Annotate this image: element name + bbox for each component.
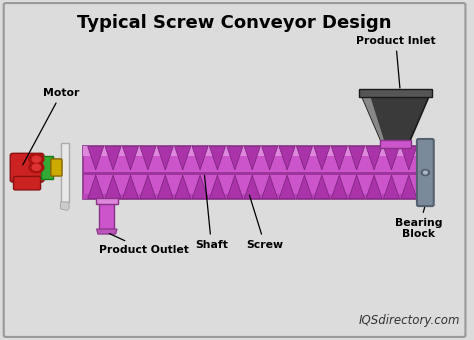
Polygon shape: [296, 147, 312, 170]
Circle shape: [32, 156, 41, 162]
Polygon shape: [362, 96, 385, 145]
Polygon shape: [366, 147, 382, 170]
Polygon shape: [401, 147, 417, 170]
Polygon shape: [314, 147, 330, 170]
Text: Screw: Screw: [246, 195, 283, 250]
FancyBboxPatch shape: [96, 198, 118, 204]
Polygon shape: [349, 175, 365, 199]
Polygon shape: [314, 175, 330, 199]
Text: IQSdirectory.com: IQSdirectory.com: [359, 313, 460, 326]
Polygon shape: [157, 147, 173, 170]
Polygon shape: [174, 175, 191, 199]
Text: Bearing
Block: Bearing Block: [395, 207, 443, 239]
FancyBboxPatch shape: [83, 147, 419, 199]
Polygon shape: [362, 96, 429, 145]
Polygon shape: [192, 147, 208, 170]
Polygon shape: [349, 147, 365, 170]
Polygon shape: [401, 175, 417, 199]
Polygon shape: [262, 175, 278, 199]
Text: Typical Screw Conveyor Design: Typical Screw Conveyor Design: [77, 14, 392, 32]
Polygon shape: [122, 147, 138, 170]
Polygon shape: [105, 147, 121, 170]
FancyBboxPatch shape: [14, 176, 41, 190]
Polygon shape: [279, 147, 295, 170]
Circle shape: [421, 170, 429, 175]
Polygon shape: [383, 175, 400, 199]
Polygon shape: [210, 175, 226, 199]
FancyBboxPatch shape: [100, 199, 114, 229]
Polygon shape: [296, 175, 312, 199]
FancyBboxPatch shape: [380, 140, 411, 148]
Polygon shape: [140, 147, 156, 170]
Polygon shape: [227, 175, 243, 199]
FancyBboxPatch shape: [4, 3, 465, 337]
Polygon shape: [174, 147, 191, 170]
FancyBboxPatch shape: [51, 159, 62, 176]
FancyBboxPatch shape: [417, 139, 434, 206]
Circle shape: [423, 171, 427, 174]
Polygon shape: [279, 175, 295, 199]
Polygon shape: [331, 147, 347, 170]
Text: Product Outlet: Product Outlet: [100, 234, 189, 255]
Polygon shape: [244, 147, 260, 170]
Circle shape: [32, 164, 41, 170]
Polygon shape: [105, 175, 121, 199]
Polygon shape: [262, 147, 278, 170]
Polygon shape: [122, 175, 138, 199]
FancyBboxPatch shape: [359, 89, 432, 98]
FancyBboxPatch shape: [83, 194, 419, 199]
Circle shape: [29, 154, 44, 165]
FancyBboxPatch shape: [10, 153, 44, 182]
Polygon shape: [88, 147, 104, 170]
Polygon shape: [97, 229, 117, 234]
FancyBboxPatch shape: [42, 156, 53, 179]
Circle shape: [29, 162, 44, 173]
Polygon shape: [192, 175, 208, 199]
Polygon shape: [227, 147, 243, 170]
Polygon shape: [88, 175, 104, 199]
Polygon shape: [366, 175, 382, 199]
Polygon shape: [210, 147, 226, 170]
Polygon shape: [61, 202, 69, 210]
FancyBboxPatch shape: [61, 143, 69, 202]
Text: Shaft: Shaft: [195, 175, 228, 250]
Polygon shape: [140, 175, 156, 199]
Text: Motor: Motor: [23, 88, 80, 165]
Polygon shape: [244, 175, 260, 199]
Polygon shape: [383, 147, 400, 170]
FancyBboxPatch shape: [83, 147, 419, 156]
Polygon shape: [157, 175, 173, 199]
Polygon shape: [331, 175, 347, 199]
Text: Product Inlet: Product Inlet: [356, 36, 436, 88]
